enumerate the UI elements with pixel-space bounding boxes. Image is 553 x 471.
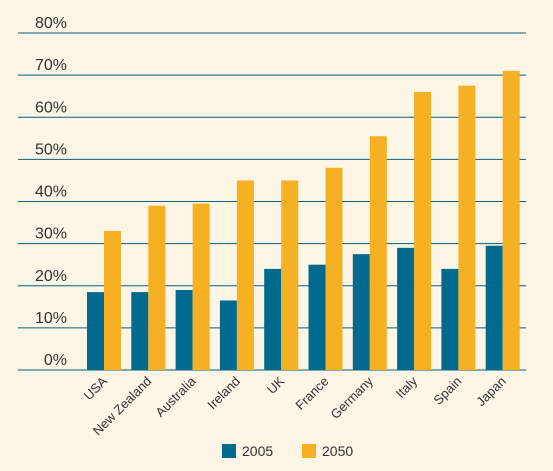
x-tick-label-australia: Australia: [152, 373, 199, 420]
x-tick-label-spain: Spain: [430, 374, 464, 408]
legend: 2005 2050: [222, 443, 353, 459]
bar-2005-italy: [397, 247, 415, 370]
bar-2050-australia: [192, 203, 210, 370]
y-axis-ticks: 0% 10% 20% 30% 40% 50% 60% 70% 80%: [35, 15, 67, 369]
x-tick-label-japan: Japan: [473, 374, 509, 410]
bar-2050-germany: [369, 136, 387, 370]
bar-2005-ireland: [219, 300, 237, 370]
legend-label-2050: 2050: [322, 443, 353, 459]
y-tick-label-20: 20%: [35, 268, 67, 285]
legend-swatch-2005: [222, 444, 236, 458]
bar-2050-france: [325, 167, 343, 370]
y-tick-label-30: 30%: [35, 226, 67, 243]
x-tick-label-italy: Italy: [393, 373, 421, 401]
x-tick-label-usa: USA: [81, 373, 111, 403]
bar-2050-spain: [458, 85, 476, 370]
y-tick-label-70: 70%: [35, 57, 67, 74]
bar-2050-new-zealand: [148, 205, 166, 370]
y-tick-label-40: 40%: [35, 184, 67, 201]
x-tick-label-ireland: Ireland: [204, 374, 243, 413]
bar-2005-spain: [441, 268, 459, 370]
bar-2005-australia: [175, 289, 193, 370]
y-tick-label-10: 10%: [35, 310, 67, 327]
bars: [87, 70, 520, 370]
x-tick-label-france: France: [292, 374, 331, 413]
y-tick-label-50: 50%: [35, 141, 67, 158]
bar-2005-japan: [485, 245, 503, 370]
bar-2050-usa: [104, 230, 121, 370]
legend-label-2005: 2005: [242, 443, 273, 459]
bar-2005-france: [308, 264, 326, 370]
bar-2050-italy: [414, 91, 432, 370]
bar-2005-new-zealand: [131, 292, 149, 370]
bar-2005-germany: [352, 254, 370, 370]
legend-swatch-2050: [302, 444, 316, 458]
x-tick-label-germany: Germany: [328, 373, 377, 422]
y-tick-label-0: 0%: [44, 352, 67, 369]
x-tick-label-uk: UK: [264, 373, 288, 397]
bar-2050-japan: [502, 70, 520, 370]
bar-2050-uk: [281, 180, 299, 370]
bar-2005-usa: [87, 292, 104, 370]
bar-2050-ireland: [236, 180, 254, 370]
y-tick-label-60: 60%: [35, 99, 67, 116]
y-tick-label-80: 80%: [35, 15, 67, 32]
bar-2005-uk: [264, 268, 282, 370]
